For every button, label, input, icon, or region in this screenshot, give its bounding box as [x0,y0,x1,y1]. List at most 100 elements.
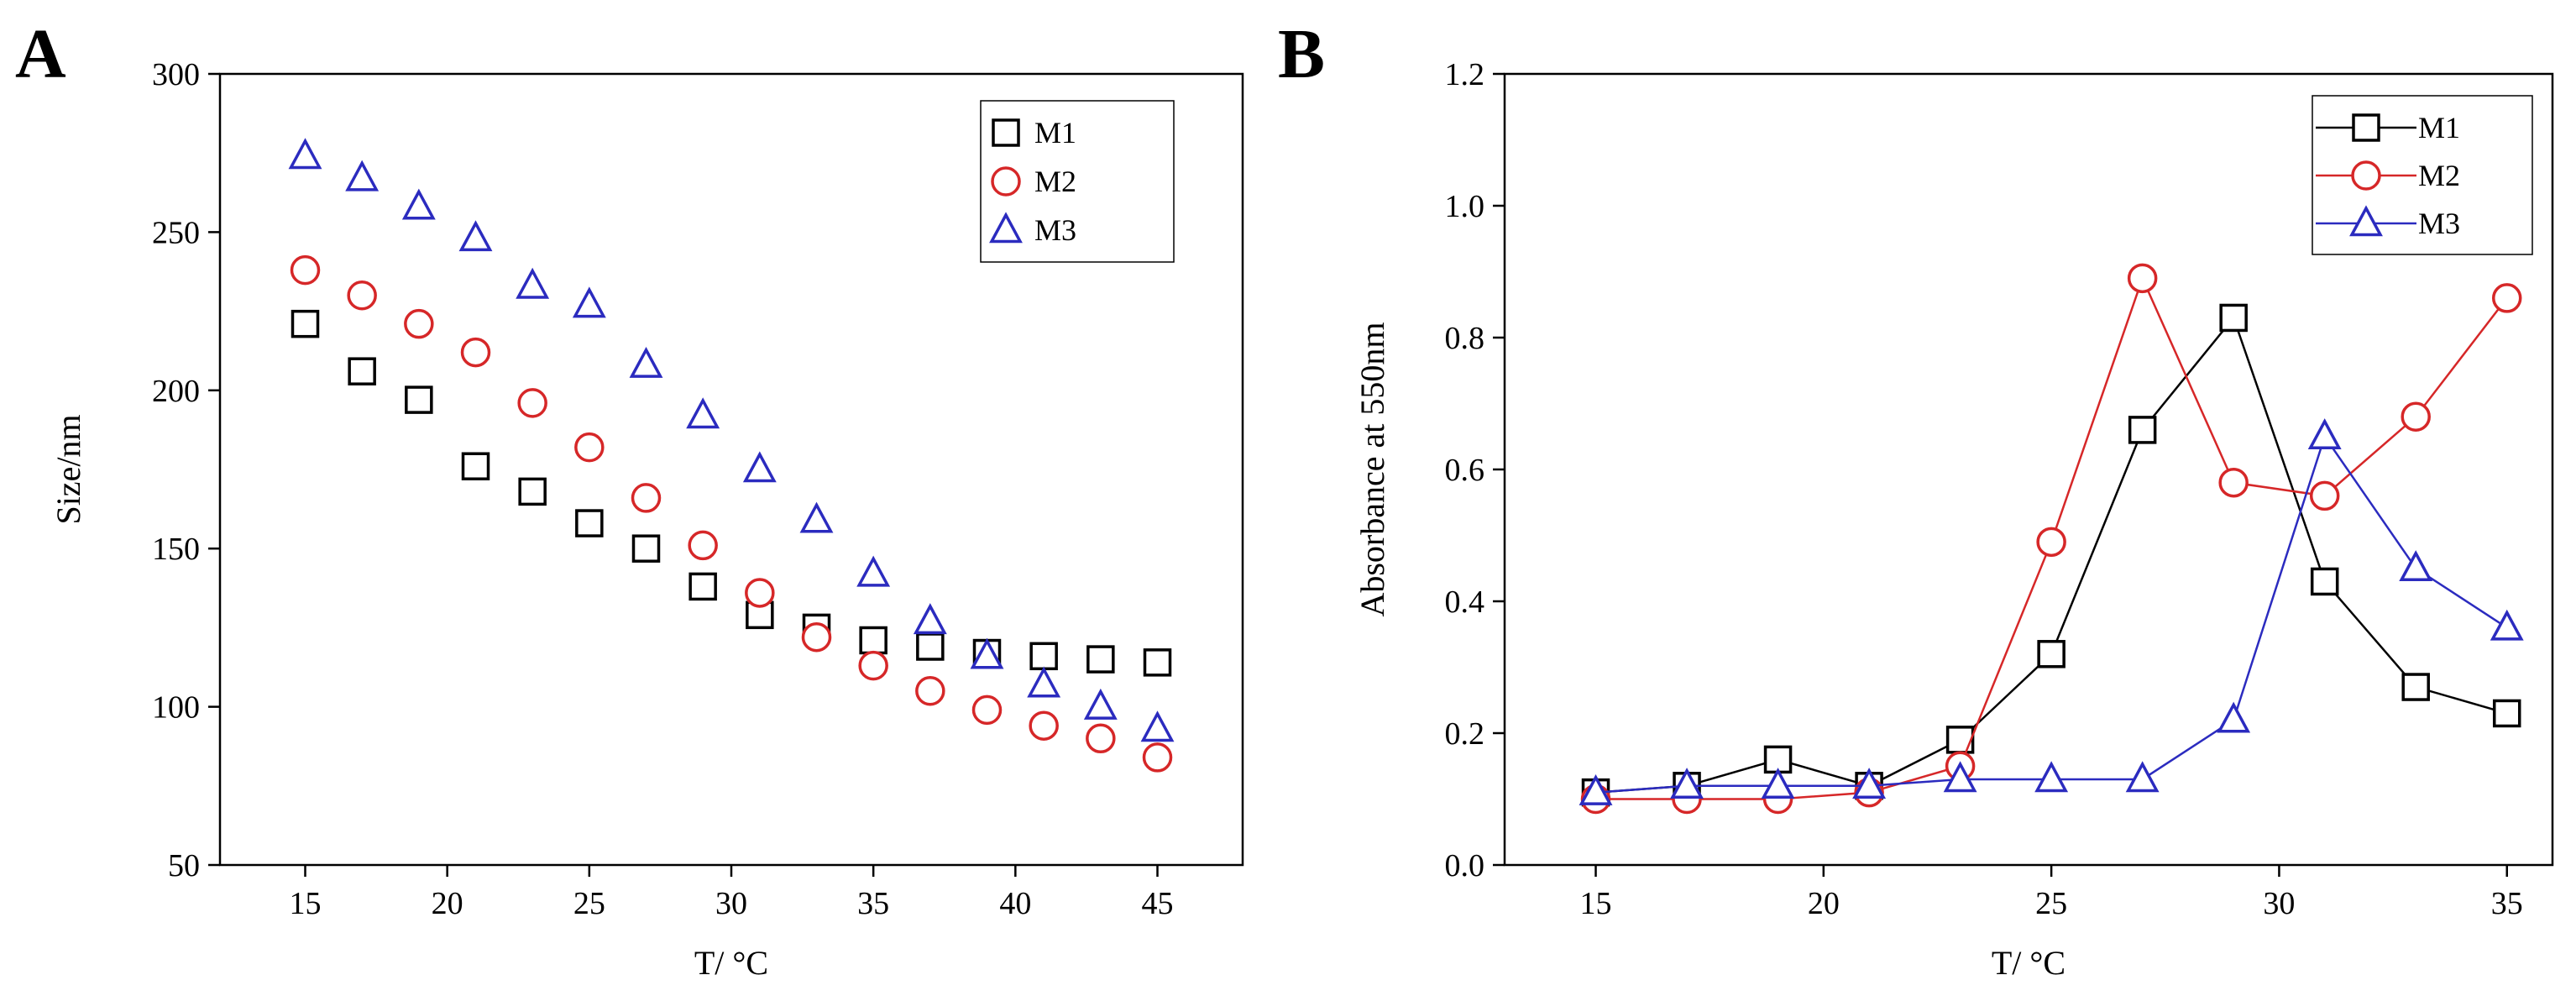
panel-b-point-m1 [1945,726,1975,754]
panel-b-x-tick-label: 25 [2035,886,2067,921]
panel-a-point-m3 [516,267,550,299]
panel-a-point-m3 [458,220,493,252]
panel-b-legend-label-m1: M1 [2418,111,2460,144]
panel-b-y-tick-label: 0.8 [1445,321,1485,356]
panel-b-legend: M1 M2 M3 [2312,95,2533,255]
panel-b-point-m3 [2490,609,2524,641]
panel-a-y-tick-label: 100 [152,690,200,726]
panel-a-point-m3 [288,138,322,170]
panel-a-point-m3 [856,555,891,587]
panel-b-point-m3 [1852,768,1887,799]
panel-a-y-tick-label: 300 [152,57,200,92]
panel-a-x-tick-label: 35 [857,886,889,921]
panel-b-x-axis-label: T/ °C [1992,944,2066,982]
panel-a-point-m2 [801,621,832,653]
panel-a-point-m1 [689,572,717,601]
panel-b-point-m3 [1943,761,1977,793]
panel-a-point-m3 [401,188,436,220]
panel-b-point-m2 [2127,263,2158,294]
panel-a-point-m1 [1086,645,1115,674]
panel-b-point-m3 [2399,550,2433,581]
panel-a-point-m3 [1140,710,1175,742]
panel-a-point-m3 [913,603,947,635]
panel-b-x-tick-label: 30 [2263,886,2295,921]
panel-b-series-m3-line [1595,433,2508,794]
panel-a-legend-label-m2: M2 [1034,165,1076,198]
panel-a-chart: A 15 20 25 30 35 40 45 50 100 150 200 250 300 T/ °C Si… [15,15,1244,982]
panel-a-point-m2 [574,432,605,463]
panel-b-series-m2 [1580,263,2522,815]
panel-b-point-m3 [2125,761,2160,793]
panel-a-point-m1 [631,534,661,563]
panel-a-point-m3 [629,346,663,378]
panel-a-legend-marker-m1 [992,118,1020,147]
panel-a-y-tick-label: 250 [152,215,200,250]
panel-a-point-m3 [686,397,720,429]
panel-a-x-tick-label: 30 [715,886,747,921]
panel-a-y-tick-label: 50 [168,848,200,883]
panel-a-y-tick-label: 150 [152,532,200,567]
panel-a-point-m2 [915,676,945,706]
panel-b-point-m3 [1579,773,1613,805]
panel-a-point-m3 [345,160,380,191]
panel-b-legend-marker-m3 [2349,205,2383,237]
panel-a-point-m2 [688,530,718,561]
panel-a-x-axis-label: T/ °C [694,944,768,982]
panel-a-x-tick-label: 20 [432,886,463,921]
panel-b-point-m2 [2491,283,2522,313]
panel-b-legend-label-m2: M2 [2418,159,2460,192]
panel-b-y-tick-label: 0.0 [1445,848,1485,883]
panel-a-legend: M1 M2 M3 [980,100,1175,263]
panel-a-point-m3 [1083,688,1118,720]
panel-b-point-m2 [2036,527,2066,558]
panel-b-y-tick-label: 1.0 [1445,189,1485,224]
panel-a-legend-label-m1: M1 [1034,116,1076,149]
panel-a-point-m3 [572,286,606,318]
panel-b-point-m1 [2219,303,2248,333]
panel-a-point-m2 [460,337,491,368]
panel-a-point-m3 [1027,666,1061,698]
panel-a-point-m3 [970,637,1004,669]
panel-a-point-m1 [461,452,490,480]
panel-b-letter: B [1278,15,1325,93]
panel-a-y-axis-label: Size/nm [50,414,87,524]
panel-a-point-m1 [291,309,320,338]
panel-b-point-m3 [2217,701,2251,733]
panel-a-y-tick-label: 200 [152,374,200,409]
panel-a-x-tick-label: 45 [1142,886,1174,921]
panel-a-point-m3 [742,451,777,483]
panel-a-point-m1 [348,357,376,385]
panel-a-point-m3 [799,501,834,533]
panel-a-point-m2 [631,483,662,513]
panel-b-legend-marker-m2 [2351,160,2381,191]
panel-a-letter: A [15,15,66,93]
panel-b-point-m3 [2034,761,2069,793]
panel-b-x-tick-label: 15 [1580,886,1612,921]
panel-a-x-tick-label: 15 [290,886,322,921]
panel-b-point-m1 [2037,640,2066,668]
panel-a-legend-marker-m3 [989,212,1023,244]
panel-a-legend-label-m3: M3 [1034,213,1076,247]
panel-b-point-m3 [1761,768,1795,799]
panel-b-series-m3 [1579,418,2524,805]
panel-a-point-m1 [575,509,604,537]
panel-a-point-m1 [916,632,945,661]
panel-a-point-m1 [1029,642,1058,671]
panel-b-point-m1 [2128,416,2157,444]
panel-b-y-tick-label: 1.2 [1445,57,1485,92]
panel-b-x-tick-label: 35 [2491,886,2523,921]
panel-b-point-m3 [2307,418,2342,449]
panel-b-point-m1 [2310,567,2339,596]
panel-a-series-m3 [288,138,1175,742]
panel-a-legend-marker-m2 [991,166,1021,197]
panel-b-x-tick-label: 20 [1808,886,1840,921]
panel-a-point-m2 [1029,710,1059,741]
panel-a-point-m1 [405,385,433,414]
panel-a-point-m1 [859,626,887,655]
panel-b-chart: B 15 20 25 30 35 0.0 0.2 0.4 0.6 0.8 1.0 1.2 T/ °C Ab… [1278,15,2554,982]
panel-b-point-m1 [2492,699,2521,728]
panel-a-point-m2 [347,280,377,311]
panel-b-point-m2 [2401,401,2431,432]
panel-a-series-m2 [290,254,1173,773]
panel-b-point-m2 [2309,480,2340,511]
